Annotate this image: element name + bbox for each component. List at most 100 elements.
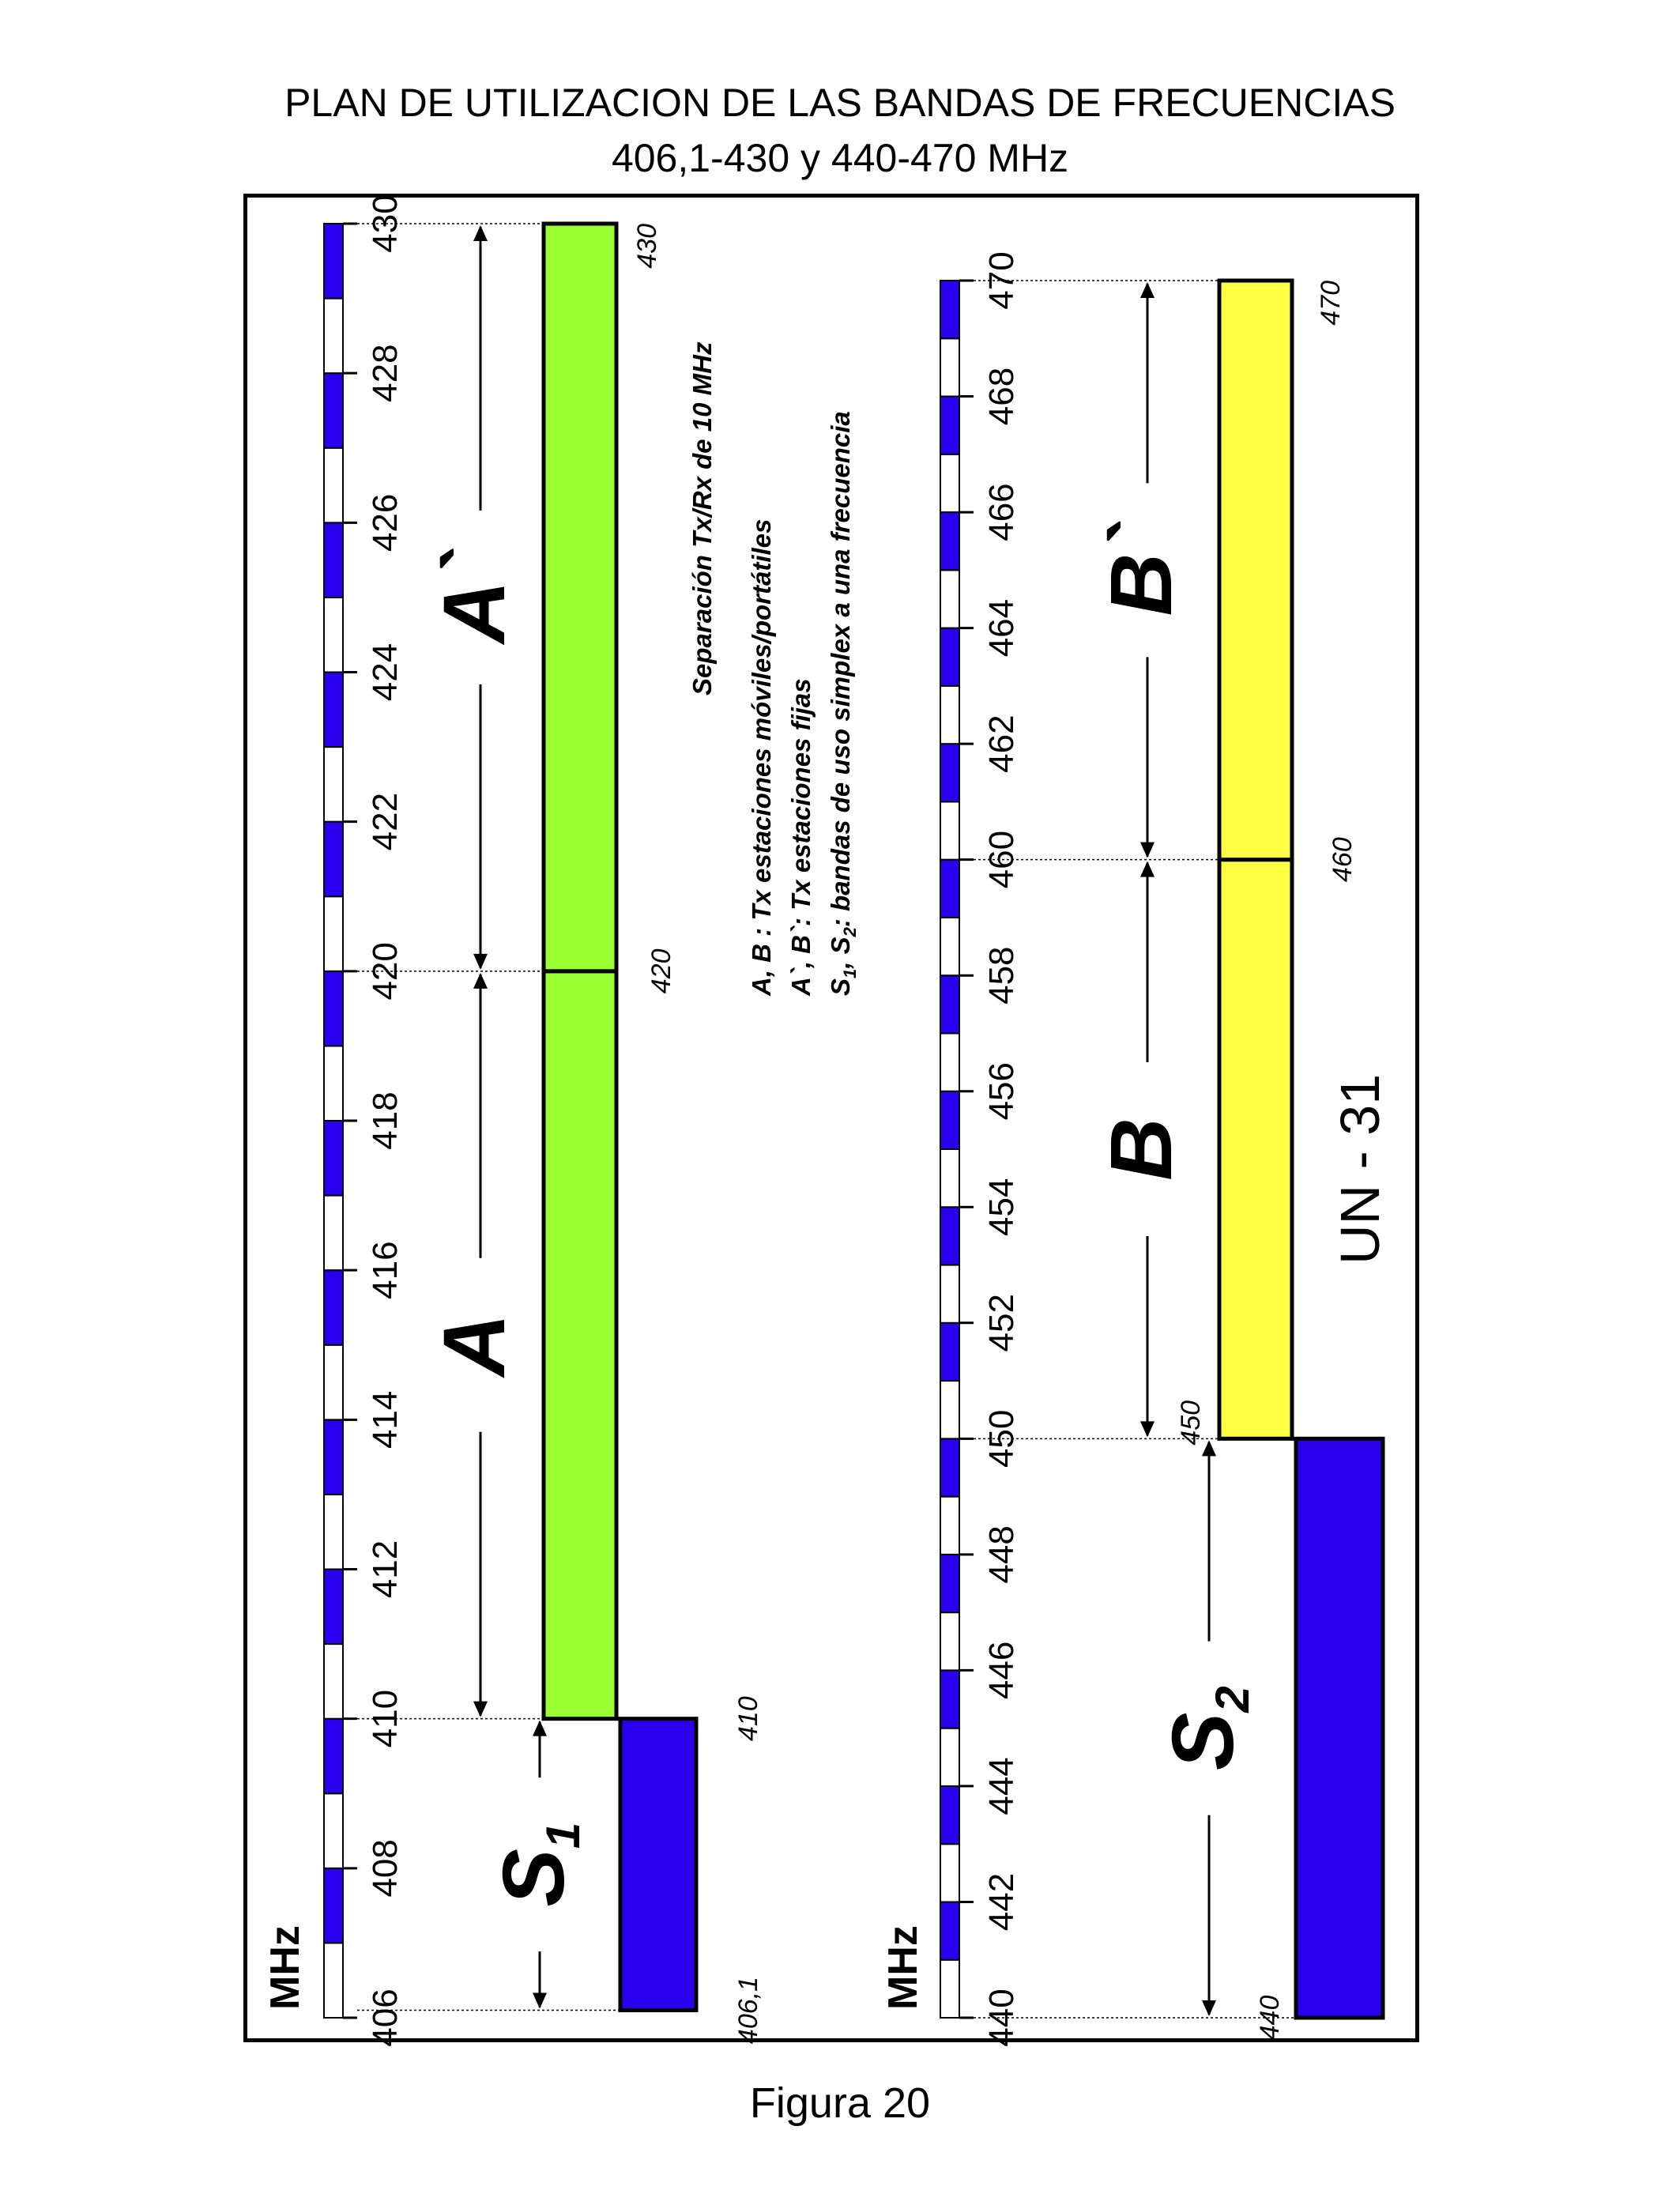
band2-label-B-prime: B` <box>1093 521 1190 616</box>
band1-ruler-cell <box>323 1867 344 1944</box>
band-440-470: 440 442 444 446 448 450 452 454 456 458 460 462 464 4… <box>880 251 1385 2047</box>
band2-tick-label: 444 <box>982 1757 1021 1815</box>
band1-tick-label: 406 <box>366 1989 405 2046</box>
band2-ruler-cell <box>940 1264 960 1324</box>
figure-caption: Figura 20 <box>749 2079 931 2127</box>
band2-ruler-cell <box>940 916 960 977</box>
band2-ruler-cell <box>940 280 960 340</box>
band1-tick-label: 426 <box>366 494 405 552</box>
band1-arrowhead <box>533 1720 547 1736</box>
band1-tick-label: 424 <box>366 643 405 701</box>
legend-simplex-mid: , S <box>826 937 855 969</box>
band2-ruler-cell <box>940 1958 960 2019</box>
band2-ruler-cell <box>940 1901 960 1961</box>
band1-ruler-cell <box>323 522 344 598</box>
legend-simplex: S1, S2: bandas de uso simplex a una frec… <box>826 411 860 996</box>
band1-ruler-cell <box>323 1568 344 1646</box>
band1-arrowhead <box>473 225 488 241</box>
band2-segment-B-prime <box>1217 278 1294 862</box>
band1-segment-S1 <box>618 1717 699 2013</box>
band2-tick-label: 442 <box>982 1873 1021 1931</box>
band1-edge-label: 430 <box>632 224 662 269</box>
band1-arrowhead <box>473 1701 488 1717</box>
band1-edge-label: 420 <box>646 948 676 993</box>
band1-ruler-cell <box>323 671 344 748</box>
band2-segment-B <box>1217 858 1294 1441</box>
legend-separation: Separación Tx/Rx de 10 MHz <box>687 341 717 696</box>
band1-label-sub: 1 <box>537 1823 590 1849</box>
diagram-frame <box>243 194 1419 2042</box>
band1-ruler-cell <box>323 1344 344 1421</box>
band2-tick-label: 446 <box>982 1642 1021 1699</box>
band2-arrowhead <box>1140 1421 1155 1438</box>
band1-label-S1: S1 <box>485 1823 590 1907</box>
band1-tick-label: 416 <box>366 1241 405 1299</box>
band1-label-A: A <box>426 1314 523 1378</box>
band2-tick-label: 468 <box>982 368 1021 425</box>
band2-arrowhead <box>1202 2000 1216 2016</box>
band2-label-main: S <box>1155 1713 1252 1770</box>
band1-ruler-cell <box>323 1493 344 1570</box>
band1-ruler-cell <box>323 223 344 300</box>
band2-label-main: B` <box>1093 521 1190 616</box>
band2-tick-label: 462 <box>982 714 1021 772</box>
band1-tick-label: 408 <box>366 1839 405 1897</box>
legend: Separación Tx/Rx de 10 MHz A, B : Tx est… <box>687 341 860 997</box>
band1-ruler-cell <box>323 820 344 898</box>
band2-label-S2: S2 <box>1155 1686 1259 1770</box>
title-line-2: 406,1-430 y 440-470 MHz <box>611 136 1069 180</box>
band2-tick-label: 454 <box>982 1178 1021 1236</box>
band1-ruler-cell <box>323 1717 344 1795</box>
band1-arrowhead <box>473 953 488 970</box>
band2-ruler-cell <box>940 743 960 803</box>
band1-ruler-cell <box>323 1942 344 2019</box>
band2-ruler-cell <box>940 627 960 687</box>
band1-label-main: S <box>485 1849 582 1906</box>
band2-ruler-cell <box>940 1553 960 1614</box>
band1-label-main: A` <box>426 548 523 646</box>
band1-arrowhead <box>533 1992 547 2009</box>
band2-ruler-cell <box>940 395 960 455</box>
band2-edge-label: 460 <box>1328 837 1358 882</box>
legend-fixed: A`, B`: Tx estaciones fijas <box>786 678 816 997</box>
legend-mobile: A, B : Tx estaciones móviles/portátiles <box>747 519 776 997</box>
band2-ruler-cell <box>940 1206 960 1266</box>
band2-ruler-cell <box>940 1090 960 1150</box>
band1-tick-label: 422 <box>366 793 405 850</box>
band2-label-B: B <box>1093 1118 1190 1180</box>
band-406-430: 406 408 410 412 414 416 418 420 422 424 426 428 430 M… <box>262 194 763 2046</box>
band2-label-sub: 2 <box>1206 1686 1259 1713</box>
band1-unit-label: MHz <box>262 1925 308 2010</box>
band2-tick-label: 452 <box>982 1294 1021 1351</box>
band2-ruler-cell <box>940 974 960 1035</box>
band1-ruler-cell <box>323 1793 344 1869</box>
band2-ruler-cell <box>940 1785 960 1845</box>
band2-ruler-cell <box>940 1727 960 1787</box>
band1-tick-label: 414 <box>366 1391 405 1449</box>
band1-ruler-cell <box>323 1643 344 1720</box>
band2-ruler-cell <box>940 1148 960 1208</box>
band2-ruler-cell <box>940 1321 960 1382</box>
legend-simplex-sub2: 2 <box>840 926 860 937</box>
band2-edge-label: 440 <box>1255 1996 1285 2041</box>
band1-tick-label: 412 <box>366 1540 405 1598</box>
band1-edge-label: 406,1 <box>733 1977 763 2044</box>
band2-ruler-cell <box>940 1380 960 1440</box>
legend-simplex-text: : bandas de uso simplex a una frecuencia <box>826 411 855 927</box>
band1-ruler-cell <box>323 372 344 449</box>
band2-ruler-cell <box>940 1032 960 1092</box>
band1-ruler-cell <box>323 1120 344 1197</box>
band1-ruler-cell <box>323 746 344 823</box>
band2-ruler-cell <box>940 684 960 745</box>
legend-simplex-s: S <box>826 978 855 996</box>
band2-tick-label: 464 <box>982 599 1021 657</box>
band1-ruler-cell <box>323 1419 344 1495</box>
band2-tick-label: 448 <box>982 1525 1021 1583</box>
band2-label-main: B <box>1093 1118 1190 1180</box>
band1-tick-label: 418 <box>366 1091 405 1149</box>
band1-ruler-cell <box>323 297 344 375</box>
band1-ruler-cell <box>323 596 344 673</box>
band2-arrowhead <box>1140 842 1155 858</box>
band2-arrowhead <box>1140 282 1155 298</box>
